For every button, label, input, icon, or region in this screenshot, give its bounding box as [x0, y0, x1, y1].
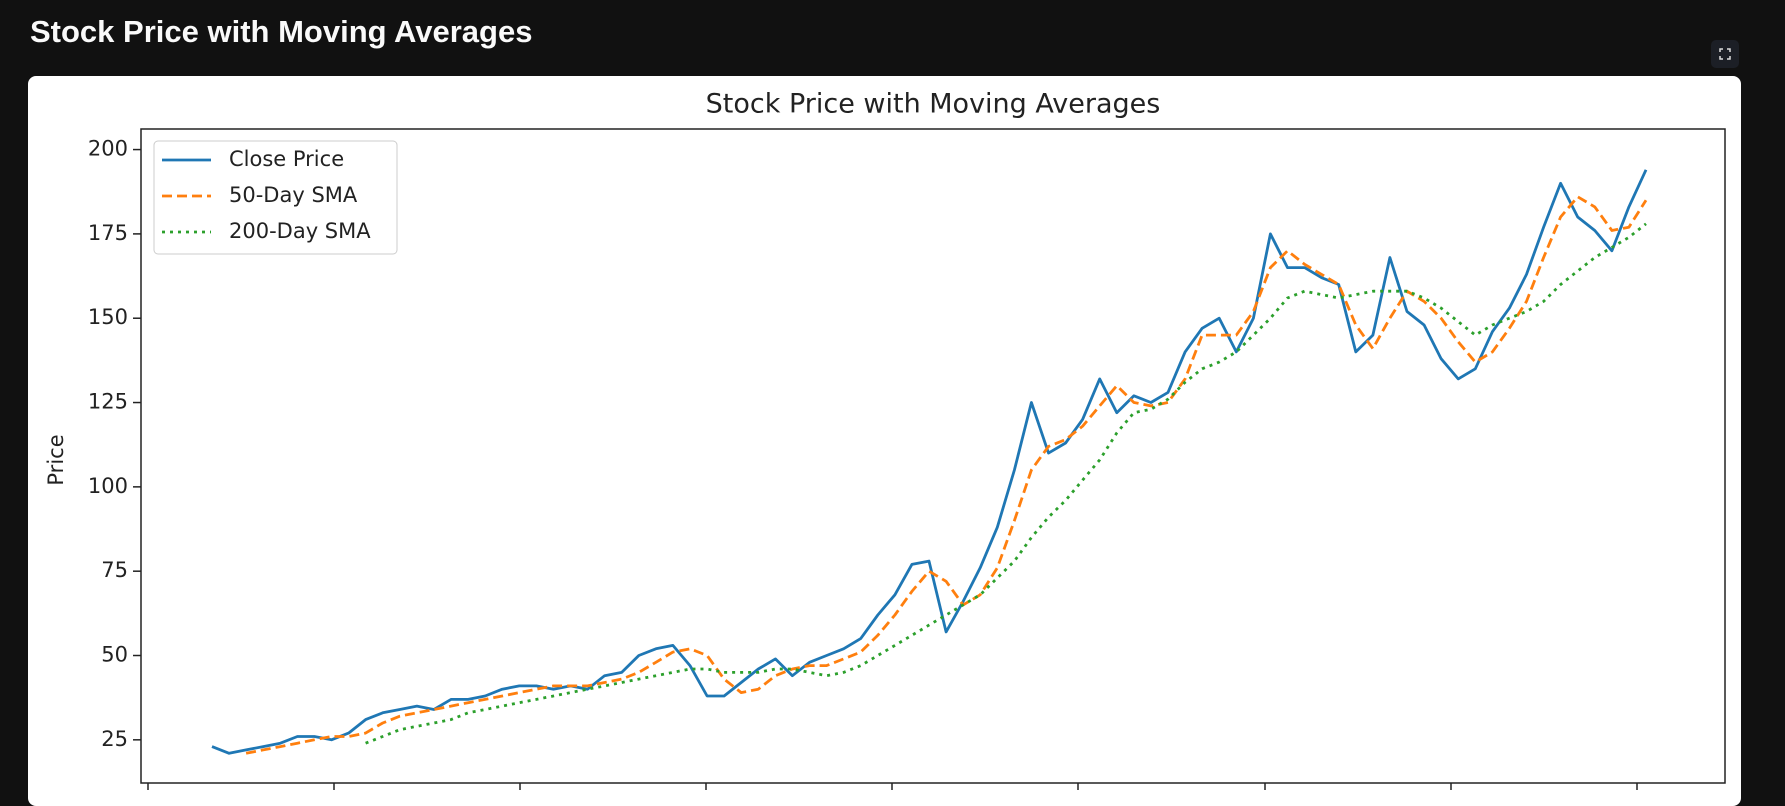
legend-label: 50-Day SMA: [229, 183, 358, 207]
series-line: [211, 169, 1648, 755]
series-line: [365, 222, 1647, 745]
legend-label: 200-Day SMA: [229, 219, 371, 243]
series-line: [245, 195, 1648, 755]
y-tick-label: 175: [88, 221, 128, 245]
y-tick-label: 25: [101, 727, 128, 751]
y-tick-label: 50: [101, 643, 128, 667]
page-title: Stock Price with Moving Averages: [30, 14, 533, 49]
x-tick-marks: [147, 783, 1638, 790]
y-tick-label: 200: [88, 137, 128, 161]
legend: [153, 140, 398, 255]
axes-frame: [140, 128, 1726, 784]
y-axis-label: Price: [44, 434, 68, 485]
y-tick-label: 100: [88, 474, 128, 498]
fullscreen-icon: [1719, 48, 1731, 60]
legend-label: Close Price: [229, 147, 344, 171]
y-tick-label: 125: [88, 390, 128, 414]
y-tick-label: 75: [101, 558, 128, 582]
fullscreen-button[interactable]: [1711, 40, 1739, 68]
y-tick-label: 150: [88, 305, 128, 329]
chart-title: Stock Price with Moving Averages: [706, 89, 1161, 120]
